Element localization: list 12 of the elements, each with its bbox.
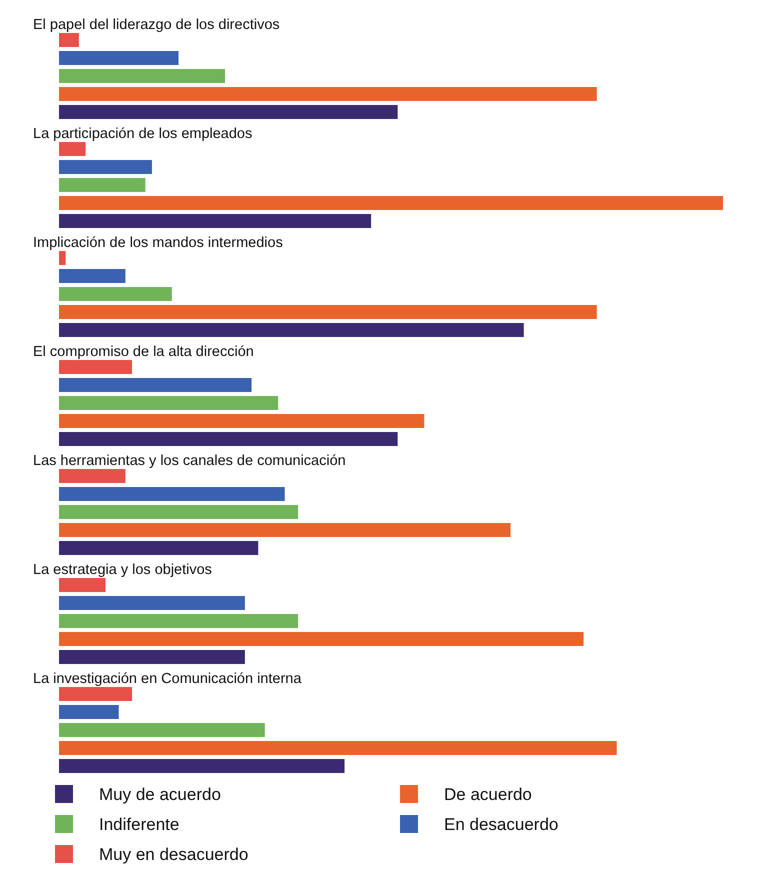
legend-label: Muy en desacuerdo <box>99 845 248 864</box>
y-tick-label: La investigación en Comunicación interna <box>33 671 302 687</box>
legend-label: Indiferente <box>99 815 180 834</box>
legend-label: En desacuerdo <box>444 815 558 834</box>
legend-label: Muy de acuerdo <box>99 785 221 804</box>
y-tick-label: La estrategia y los objetivos <box>33 562 212 578</box>
y-tick-label: Las herramientas y los canales de comunicación <box>33 453 346 469</box>
legend-label: De acuerdo <box>444 785 532 804</box>
y-tick-label: Implicación de los mandos intermedios <box>33 235 283 251</box>
y-tick-label: El papel del liderazgo de los directivos <box>33 17 280 33</box>
y-tick-label: La participación de los empleados <box>33 126 252 142</box>
y-tick-label: El compromiso de la alta dirección <box>33 344 254 360</box>
